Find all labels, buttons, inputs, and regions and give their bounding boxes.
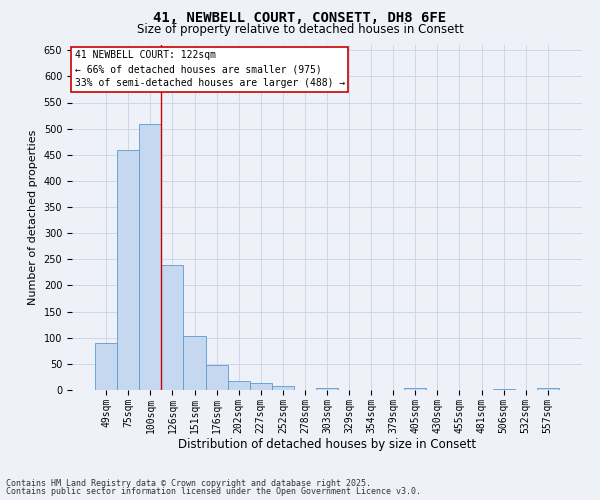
Bar xyxy=(493,389,515,390)
Bar xyxy=(316,388,338,390)
Text: 41, NEWBELL COURT, CONSETT, DH8 6FE: 41, NEWBELL COURT, CONSETT, DH8 6FE xyxy=(154,11,446,25)
Bar xyxy=(250,382,272,390)
Bar xyxy=(206,365,227,390)
Bar xyxy=(227,380,250,390)
Bar xyxy=(272,386,294,390)
Bar xyxy=(184,336,206,390)
Bar xyxy=(95,343,117,390)
Text: Size of property relative to detached houses in Consett: Size of property relative to detached ho… xyxy=(137,22,463,36)
Bar xyxy=(161,264,184,390)
Text: 41 NEWBELL COURT: 122sqm
← 66% of detached houses are smaller (975)
33% of semi-: 41 NEWBELL COURT: 122sqm ← 66% of detach… xyxy=(74,50,345,88)
Bar xyxy=(537,388,559,390)
Bar xyxy=(139,124,161,390)
Bar xyxy=(404,388,427,390)
Text: Contains HM Land Registry data © Crown copyright and database right 2025.: Contains HM Land Registry data © Crown c… xyxy=(6,478,371,488)
Bar xyxy=(117,150,139,390)
X-axis label: Distribution of detached houses by size in Consett: Distribution of detached houses by size … xyxy=(178,438,476,452)
Y-axis label: Number of detached properties: Number of detached properties xyxy=(28,130,38,305)
Text: Contains public sector information licensed under the Open Government Licence v3: Contains public sector information licen… xyxy=(6,487,421,496)
